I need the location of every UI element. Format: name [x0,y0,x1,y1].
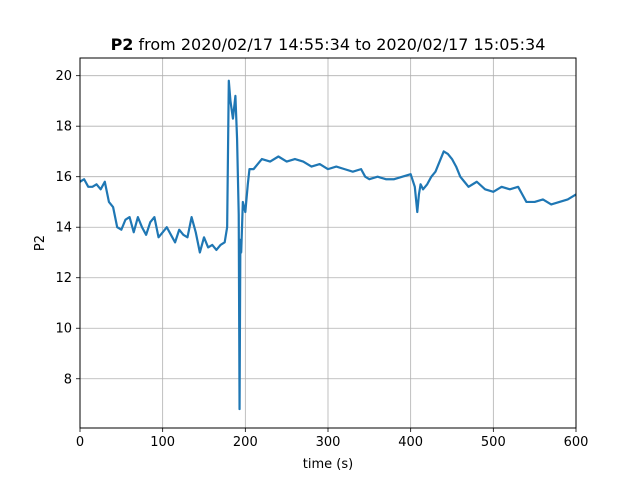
x-tick-label: 200 [233,435,258,450]
series-group [79,79,577,411]
x-axis-ticks: 0 100 200 300 400 500 600 [76,428,589,450]
chart-title-bold: P2 [111,35,134,54]
x-tick-label: 400 [398,435,423,450]
y-axis-ticks: 8 10 12 14 16 18 20 [55,69,80,387]
series-line [79,79,577,411]
y-axis-label: P2 [33,235,48,251]
x-tick-label: 0 [76,435,84,450]
x-tick-label: 600 [564,435,589,450]
x-tick-label: 300 [316,435,341,450]
y-tick-label: 10 [55,322,72,337]
y-tick-label: 12 [55,271,72,286]
x-tick-label: 500 [481,435,506,450]
y-tick-label: 18 [55,120,72,135]
chart-title-rest: from 2020/02/17 14:55:34 to 2020/02/17 1… [133,35,545,54]
chart-title: P2 from 2020/02/17 14:55:34 to 2020/02/1… [111,35,546,54]
x-tick-label: 100 [150,435,175,450]
y-tick-label: 16 [55,170,72,185]
y-tick-label: 14 [55,221,72,236]
y-tick-label: 8 [64,372,72,387]
x-axis-label: time (s) [303,457,353,472]
y-tick-label: 20 [55,69,72,84]
grid-lines [79,58,577,428]
